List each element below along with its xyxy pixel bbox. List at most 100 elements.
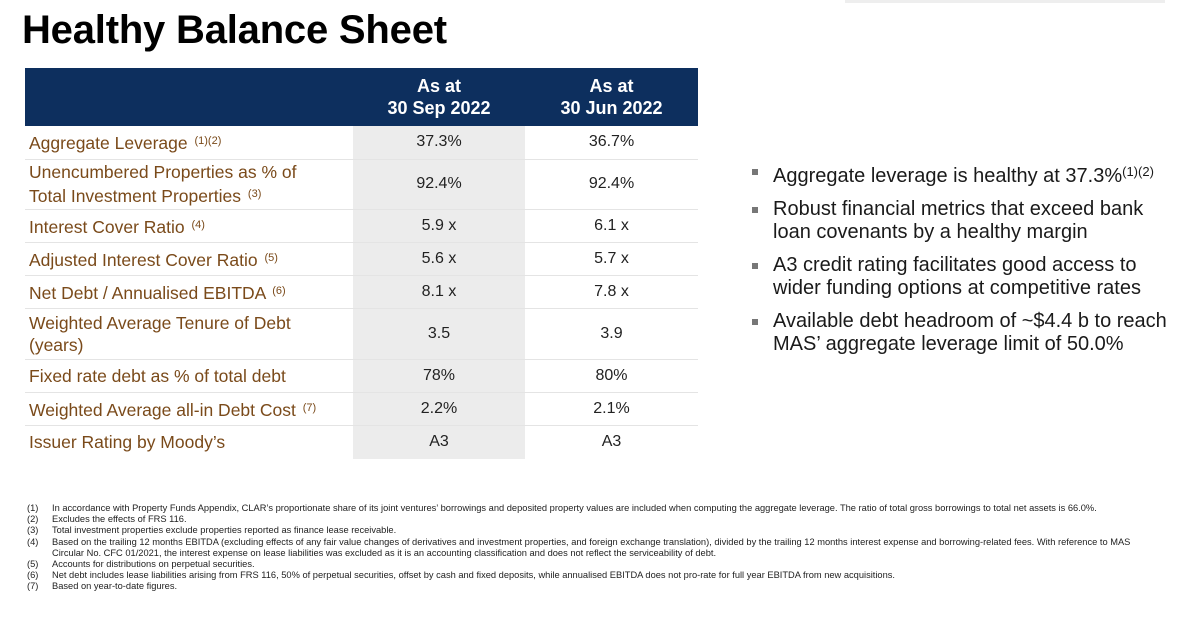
value-jun-2022: 80%: [525, 359, 698, 393]
footnote-ref: (6): [272, 284, 286, 297]
metric-label: Aggregate Leverage (1)(2): [25, 126, 353, 160]
value-sep-2022: 37.3%: [353, 126, 525, 160]
metric-label-text-line2: Total Investment Properties: [29, 186, 242, 206]
value-sep-2022: 5.9 x: [353, 209, 525, 243]
metric-label-text: Issuer Rating by Moody’s: [29, 432, 226, 453]
metric-label-text: Unencumbered Properties as % of: [29, 162, 297, 182]
footnote-text: Excludes the effects of FRS 116.: [52, 514, 187, 525]
metric-label: Issuer Rating by Moody’s: [25, 425, 353, 459]
key-point: Aggregate leverage is healthy at 37.3%(1…: [750, 160, 1170, 188]
metric-label: Weighted Average all-in Debt Cost (7): [25, 392, 353, 426]
header-sep-2022: As at 30 Sep 2022: [353, 68, 525, 126]
metric-label-text: Fixed rate debt as % of total debt: [29, 365, 286, 386]
table-row: Aggregate Leverage (1)(2) 37.3% 36.7%: [25, 126, 698, 160]
metric-label-text: Weighted Average Tenure of Debt: [29, 312, 291, 333]
header-date: 30 Jun 2022: [560, 98, 663, 118]
metric-label-text-line2: (years): [29, 334, 84, 355]
balance-sheet-table: As at 30 Sep 2022 As at 30 Jun 2022 Aggr…: [25, 68, 698, 459]
metric-label: Unencumbered Properties as % of Total Inv…: [25, 159, 353, 210]
key-point-text: Aggregate leverage is healthy at 37.3%: [773, 165, 1123, 187]
footnote-item: (2) Excludes the effects of FRS 116.: [27, 514, 1147, 525]
value-jun-2022: 92.4%: [525, 159, 698, 210]
footnote-number: (4): [27, 536, 39, 547]
footnote-ref: (7): [302, 401, 317, 414]
footnote-ref: (1)(2): [1122, 164, 1154, 179]
bullet-square-icon: [752, 319, 758, 325]
metric-label: Interest Cover Ratio (4): [25, 209, 353, 243]
value-sep-2022: 2.2%: [353, 392, 525, 426]
footnote-ref: (1)(2): [194, 135, 222, 148]
table-row: Weighted Average Tenure of Debt (years) 3.…: [25, 308, 698, 360]
footnote-number: (2): [27, 514, 39, 525]
metric-label: Adjusted Interest Cover Ratio (5): [25, 242, 353, 276]
footnote-number: (5): [27, 559, 39, 570]
value-jun-2022: 36.7%: [525, 126, 698, 160]
value-sep-2022: A3: [353, 425, 525, 459]
table-row: Unencumbered Properties as % of Total Inv…: [25, 159, 698, 210]
table-row: Issuer Rating by Moody’s A3 A3: [25, 425, 698, 459]
table-row: Weighted Average all-in Debt Cost (7) 2.2…: [25, 392, 698, 426]
footnote-item: (7) Based on year-to-date figures.: [27, 581, 1147, 592]
footnote-text: Net debt includes lease liabilities aris…: [52, 570, 896, 581]
footnote-item: (1) In accordance with Property Funds App…: [27, 503, 1147, 514]
bullet-square-icon: [752, 169, 758, 175]
bullet-square-icon: [752, 207, 758, 213]
footnote-text: In accordance with Property Funds Append…: [52, 503, 1097, 513]
value-sep-2022: 92.4%: [353, 159, 525, 210]
footnote-ref: (3): [247, 188, 262, 200]
value-sep-2022: 5.6 x: [353, 242, 525, 276]
key-point: Available debt headroom of ~$4.4 b to re…: [750, 310, 1170, 356]
footnote-text: Total investment properties exclude prop…: [52, 525, 397, 536]
value-jun-2022: 7.8 x: [525, 275, 698, 309]
metric-label-text: Aggregate Leverage: [29, 133, 188, 154]
table-row: Net Debt / Annualised EBITDA (6) 8.1 x 7.8…: [25, 275, 698, 309]
metric-label-text: Adjusted Interest Cover Ratio: [29, 249, 258, 270]
table-header-row: As at 30 Sep 2022 As at 30 Jun 2022: [25, 68, 698, 126]
footnote-item: (4) Based on the trailing 12 months EBITD…: [27, 537, 1147, 559]
footnote-number: (6): [27, 570, 39, 581]
value-jun-2022: A3: [601, 433, 622, 451]
footnote-text: Based on year-to-date figures.: [52, 581, 178, 592]
value-sep-2022: 78%: [353, 359, 525, 393]
metric-label-text: Net Debt / Annualised EBITDA: [29, 282, 266, 303]
footnote-number: (1): [27, 503, 39, 513]
table-row: Interest Cover Ratio (4) 5.9 x 6.1 x: [25, 209, 698, 243]
page-title: Healthy Balance Sheet: [22, 8, 447, 52]
table-body: Aggregate Leverage (1)(2) 37.3% 36.7% Unenc…: [25, 126, 698, 459]
value-jun-2022: 2.1%: [525, 392, 698, 426]
key-point-text: Robust financial metrics that exceed ban…: [773, 198, 1144, 243]
footnote-number: (3): [27, 525, 39, 536]
metric-label: Fixed rate debt as % of total debt: [25, 359, 353, 393]
header-label-cell: [25, 68, 353, 126]
value-sep-2022: 3.5: [353, 308, 525, 360]
table-row: Adjusted Interest Cover Ratio (5) 5.6 x 5.…: [25, 242, 698, 276]
footnote-ref: (4): [191, 218, 205, 231]
metric-label-text: Interest Cover Ratio: [29, 216, 185, 237]
key-point-text: A3 credit rating facilitates good access…: [773, 254, 1141, 299]
top-divider: [845, 0, 1165, 3]
footnote-item: (6) Net debt includes lease liabilities a…: [27, 570, 1147, 581]
bullet-square-icon: [752, 263, 758, 269]
header-date: 30 Sep 2022: [387, 98, 491, 118]
header-as-at: As at: [416, 76, 461, 96]
metric-label: Net Debt / Annualised EBITDA (6): [25, 275, 353, 309]
metric-label: Weighted Average Tenure of Debt (years): [25, 308, 353, 360]
value-jun-2022: 3.9: [525, 308, 698, 360]
footnotes: (1) In accordance with Property Funds App…: [27, 503, 1147, 593]
metric-label-text: Weighted Average all-in Debt Cost: [29, 399, 296, 420]
table-row: Fixed rate debt as % of total debt 78% 80%: [25, 359, 698, 393]
value-sep-2022: 8.1 x: [353, 275, 525, 309]
footnote-text: Accounts for distributions on perpetual …: [52, 559, 255, 570]
footnote-item: (5) Accounts for distributions on perpetu…: [27, 559, 1147, 570]
value-jun-2022: 6.1 x: [525, 209, 698, 243]
footnote-item: (3) Total investment properties exclude p…: [27, 525, 1147, 536]
footnote-text: Based on the trailing 12 months EBITDA (…: [52, 536, 1131, 558]
key-points-list: Aggregate leverage is healthy at 37.3%(1…: [750, 160, 1170, 366]
header-jun-2022: As at 30 Jun 2022: [525, 68, 698, 126]
footnote-ref: (5): [264, 251, 278, 264]
key-point: A3 credit rating facilitates good access…: [750, 254, 1170, 300]
header-as-at: As at: [589, 76, 634, 96]
value-jun-2022: 5.7 x: [525, 242, 698, 276]
footnote-number: (7): [27, 581, 39, 592]
key-point-text: Available debt headroom of ~$4.4 b to re…: [773, 310, 1167, 355]
